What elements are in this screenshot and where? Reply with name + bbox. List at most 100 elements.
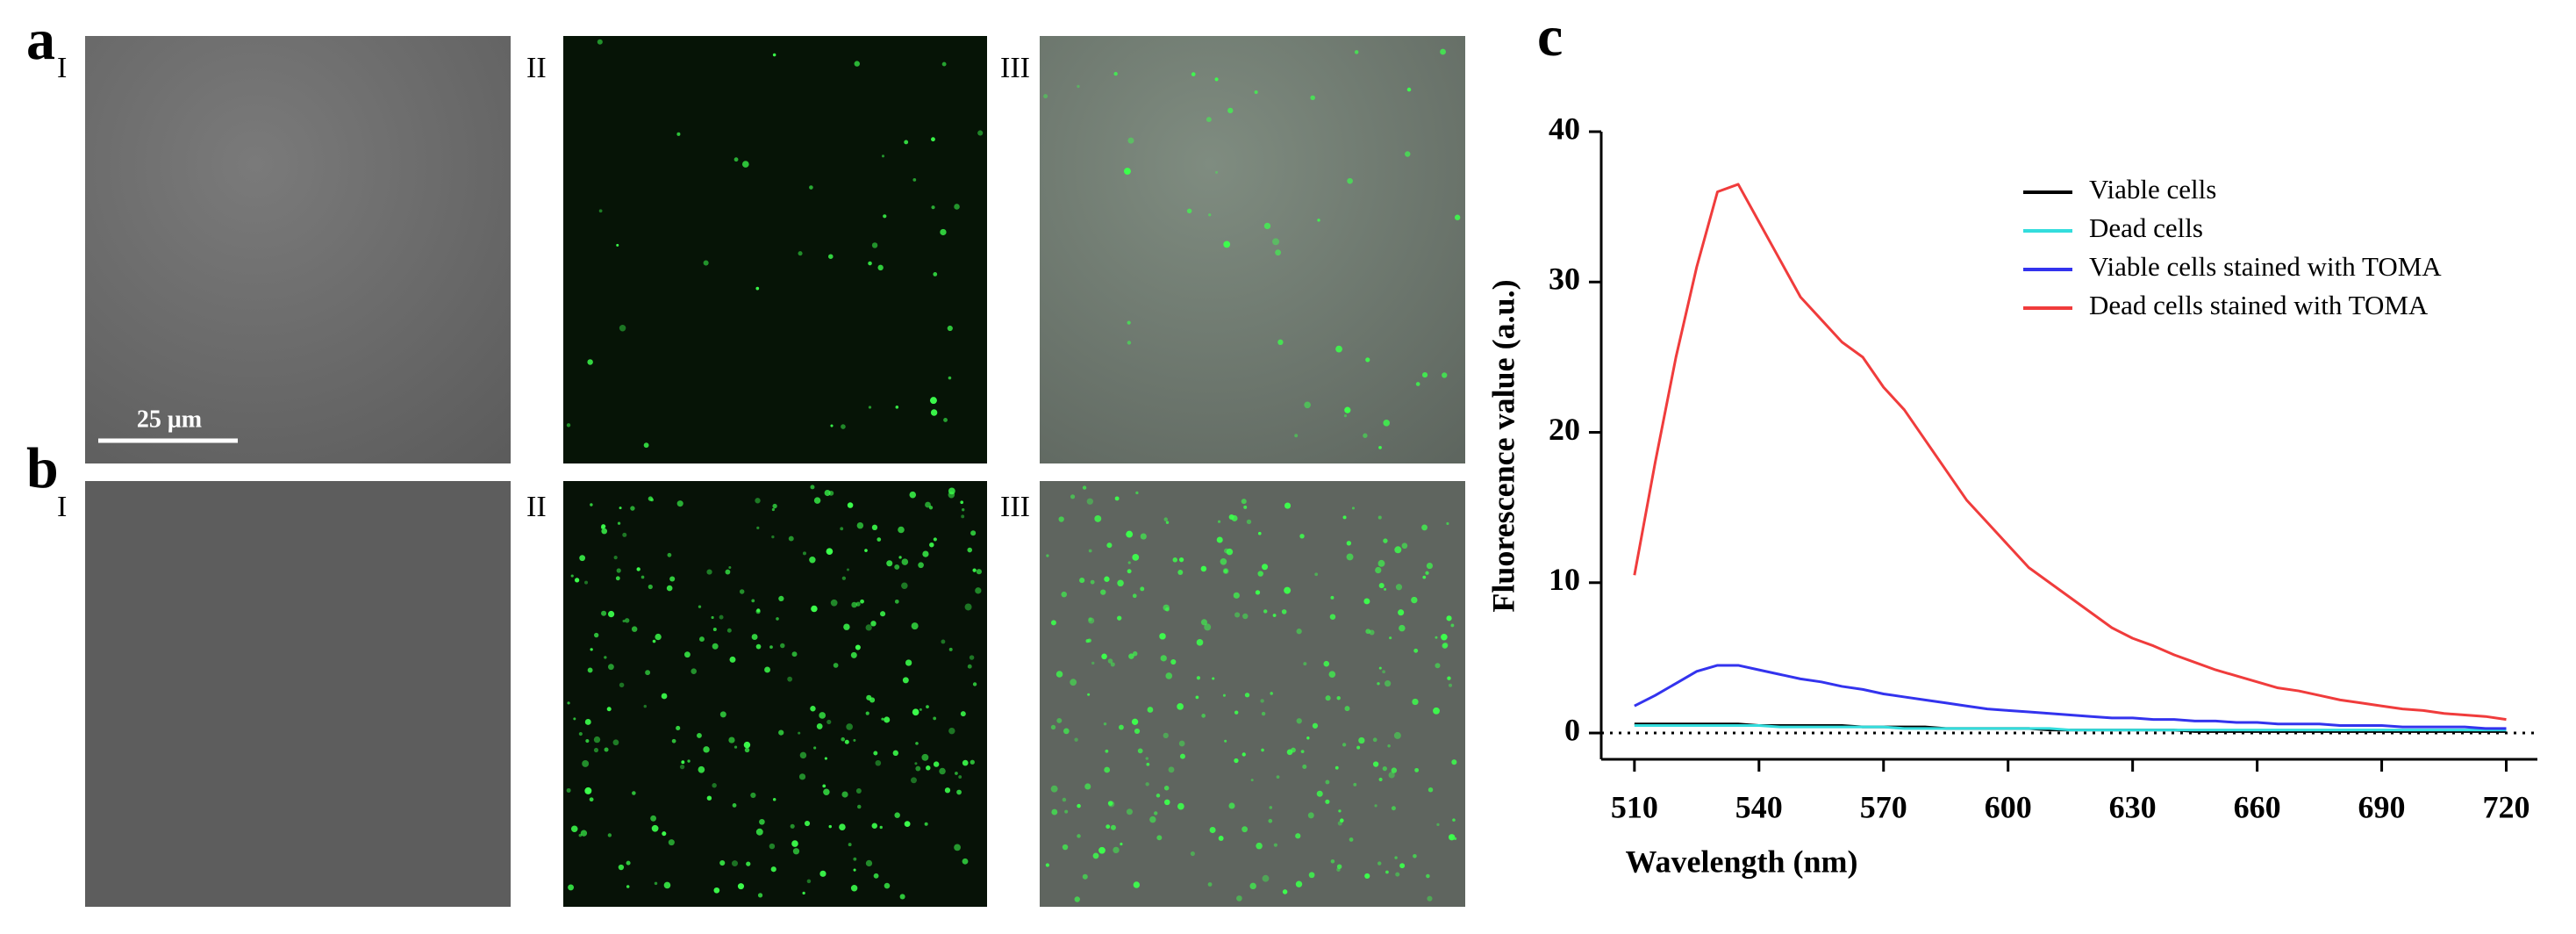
cell-spot [1234, 758, 1239, 764]
cell-spot [1107, 658, 1113, 664]
cell-spot [1382, 670, 1386, 674]
cell-spot [1062, 844, 1069, 851]
cell-spot [1145, 757, 1148, 760]
cell-spot [1206, 117, 1212, 123]
cell-spot [1177, 570, 1184, 575]
cell-spot [1163, 785, 1170, 791]
cell-spot [1222, 693, 1226, 697]
cell-spot [1126, 530, 1134, 538]
cell-spot [850, 651, 857, 658]
cell-spot [1156, 794, 1161, 798]
cell-spot [1389, 636, 1392, 640]
cell-spot [855, 601, 861, 607]
cell-spot [1385, 870, 1389, 874]
cell-spot [1106, 542, 1113, 549]
cell-spot [1422, 575, 1427, 579]
cell-spot [865, 711, 869, 715]
cell-spot [1413, 648, 1419, 653]
cell-spot [733, 745, 738, 749]
cell-spot [1323, 660, 1330, 667]
y-axis-label: Fluorescence value (a.u.) [1485, 279, 1521, 612]
cell-spot [904, 821, 911, 827]
cell-spot [1236, 895, 1242, 902]
cell-spot [1223, 569, 1228, 574]
cell-spot [1354, 50, 1359, 54]
cell-spot [841, 424, 846, 429]
cell-spot [1256, 842, 1263, 850]
cell-spot [1272, 238, 1280, 246]
cell-spot [1398, 609, 1405, 616]
cell-spot [676, 132, 681, 136]
cell-spot [1377, 682, 1380, 686]
cell-spot [1098, 846, 1106, 854]
cell-spot [737, 883, 745, 890]
cell-spot [933, 761, 940, 767]
cell-spot [578, 731, 583, 736]
cell-spot [1406, 87, 1412, 92]
cell-spot [1353, 782, 1357, 787]
cell-spot [1372, 761, 1379, 767]
cell-spot [1391, 767, 1398, 773]
micrographs [85, 36, 1465, 907]
cell-spot [1045, 863, 1050, 867]
cell-spot [1163, 517, 1168, 521]
cell-spot [1262, 564, 1269, 571]
cell-spot [1257, 531, 1262, 535]
cell-spot [944, 787, 951, 794]
cell-spot [839, 823, 846, 830]
cell-spot [619, 682, 625, 688]
cell-spot [697, 732, 702, 738]
cell-spot [1383, 420, 1390, 427]
cell-spot [931, 205, 935, 210]
cell-spot [1132, 593, 1137, 599]
cell-spot [1217, 520, 1221, 523]
cell-spot [759, 818, 765, 825]
cell-spot [843, 623, 850, 630]
cell-spot [1177, 703, 1184, 710]
cell-spot [1133, 881, 1141, 888]
cell-spot [608, 664, 614, 671]
cell-spot [746, 861, 751, 866]
cell-spot [666, 585, 673, 592]
cell-spot [941, 639, 946, 644]
brightfield-image [85, 36, 511, 463]
cell-spot [1178, 740, 1185, 747]
cell-spot [790, 823, 795, 829]
cell-spot [972, 568, 977, 572]
cell-spot [1127, 569, 1132, 574]
cell-spot [947, 325, 953, 332]
cell-spot [769, 645, 773, 649]
cell-spot [860, 599, 864, 604]
cell-spot [584, 787, 592, 794]
cell-spot [1277, 339, 1284, 346]
cell-spot [755, 498, 761, 504]
cell-spot [810, 485, 815, 490]
cell-spot [912, 708, 919, 716]
cell-spot [582, 760, 590, 767]
cell-spot [967, 547, 973, 553]
cell-spot [1233, 592, 1240, 599]
cell-spot [977, 130, 984, 136]
cell-spot [1393, 731, 1401, 739]
cell-spot [733, 157, 739, 162]
cell-spot [1127, 341, 1132, 345]
cell-spot [1250, 779, 1254, 782]
cell-spot [1310, 95, 1315, 101]
cell-spot [901, 582, 908, 590]
cell-spot [1246, 519, 1252, 525]
cell-spot [741, 161, 749, 168]
cell-spot [1291, 747, 1296, 753]
cell-spot [662, 831, 667, 837]
cell-spot [1050, 724, 1056, 730]
cell-spot [1425, 571, 1429, 575]
cell-spot [1365, 357, 1370, 363]
cell-spot [703, 260, 709, 266]
cell-spot [1336, 867, 1341, 872]
cell-spot [772, 53, 776, 57]
cell-spot [698, 765, 705, 773]
cell-spot [1342, 743, 1347, 747]
cell-spot [744, 747, 750, 753]
cell-spot [1372, 737, 1377, 743]
cell-spot [1344, 406, 1351, 413]
cell-spot [1412, 698, 1419, 706]
